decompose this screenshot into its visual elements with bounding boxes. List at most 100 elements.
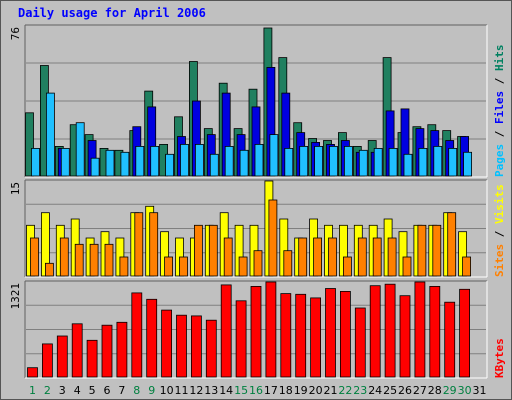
x-tick-day-30: 30 (458, 384, 472, 397)
bar-pages-day-15 (239, 149, 249, 177)
bar-sites-day-10 (164, 256, 174, 277)
bar-kbytes-day-24 (369, 285, 381, 378)
bar-pages-day-30 (463, 151, 473, 177)
bar-pages-day-28 (433, 145, 443, 177)
bar-sites-day-8 (134, 212, 144, 277)
bar-sites-day-13 (208, 224, 218, 277)
bar-kbytes-day-22 (339, 290, 351, 378)
bar-kbytes-day-28 (429, 285, 441, 378)
bar-pages-day-20 (314, 145, 324, 177)
bar-sites-day-5 (89, 243, 99, 277)
bar-sites-day-27 (417, 224, 427, 277)
x-tick-day-12: 12 (189, 384, 203, 397)
x-tick-day-4: 4 (74, 384, 81, 397)
bar-pages-day-1 (31, 147, 40, 177)
bar-pages-day-24 (373, 147, 383, 177)
bar-sites-day-2 (45, 262, 54, 277)
bar-pages-day-14 (224, 145, 234, 177)
chart-panels: 76 Pages / Files / Hits 15 Sites / Visits 13… (9, 24, 506, 379)
legend-label: Pages / Files / Hits (493, 45, 506, 178)
bar-kbytes-day-18 (280, 293, 292, 378)
y-max-label: 1321 (9, 283, 22, 310)
bar-sites-day-14 (223, 237, 233, 277)
bar-pages-day-19 (299, 145, 309, 177)
x-tick-day-21: 21 (324, 384, 338, 397)
bar-sites-day-3 (59, 237, 69, 277)
bar-sites-day-28 (432, 224, 442, 277)
x-tick-day-9: 9 (148, 384, 155, 397)
bar-kbytes-day-21 (325, 288, 336, 378)
x-axis-tick-labels: 1 2 3 4 5 6 7 8 9 10 11 12 13 14 15 16 17 18 19 20 21 22 23 24 2… (29, 384, 487, 397)
x-tick-day-20: 20 (309, 384, 323, 397)
bar-kbytes-day-19 (295, 293, 307, 378)
bar-pages-day-16 (254, 143, 264, 177)
bar-pages-day-5 (90, 157, 100, 177)
bar-sites-day-24 (372, 237, 382, 277)
bar-pages-day-4 (75, 122, 85, 177)
x-tick-day-18: 18 (279, 384, 293, 397)
bar-sites-day-4 (74, 243, 84, 277)
legend-hits: Hits (493, 45, 506, 72)
bar-sites-day-11 (179, 256, 188, 277)
bar-pages-day-29 (448, 147, 458, 177)
bar-kbytes-day-3 (56, 335, 68, 378)
x-tick-day-25: 25 (383, 384, 397, 397)
x-tick-day-2: 2 (44, 384, 51, 397)
bar-sites-day-26 (402, 256, 412, 277)
panel-hits-files-pages: 76 Pages / Files / Hits (9, 24, 506, 178)
bar-sites-day-12 (193, 224, 203, 277)
y-max-label: 76 (9, 27, 22, 40)
bar-kbytes-day-17 (265, 281, 277, 378)
bar-pages-day-22 (343, 145, 353, 177)
legend-files: Files (493, 91, 506, 124)
legend-label: Sites / Visits (493, 184, 506, 277)
legend-: / (493, 124, 506, 144)
x-tick-day-8: 8 (133, 384, 140, 397)
bar-pages-day-6 (105, 149, 115, 177)
bar-kbytes-day-30 (459, 288, 471, 378)
bar-pages-day-26 (403, 153, 413, 177)
bar-kbytes-day-10 (161, 309, 173, 378)
bar-sites-day-15 (238, 256, 248, 277)
legend-pages: Pages (493, 144, 506, 177)
bar-kbytes-day-5 (86, 339, 98, 378)
bar-sites-day-25 (387, 237, 397, 277)
bar-pages-day-17 (269, 134, 279, 177)
bar-kbytes-day-6 (101, 324, 113, 378)
bar-kbytes-day-27 (414, 281, 426, 378)
x-tick-day-27: 27 (413, 384, 427, 397)
legend-kbytes: KBytes (493, 338, 506, 378)
x-tick-day-10: 10 (160, 384, 174, 397)
bar-sites-day-16 (253, 250, 263, 277)
x-tick-day-29: 29 (443, 384, 457, 397)
bar-kbytes-day-4 (71, 323, 83, 378)
bar-sites-day-17 (268, 199, 278, 277)
bar-pages-day-12 (194, 143, 204, 177)
bar-pages-day-25 (388, 147, 398, 177)
bar-kbytes-day-11 (176, 314, 187, 378)
x-tick-day-6: 6 (104, 384, 111, 397)
bar-sites-day-22 (342, 256, 352, 277)
bar-pages-day-27 (418, 147, 428, 177)
legend-: / (493, 71, 506, 91)
x-tick-day-26: 26 (398, 384, 412, 397)
panel-kbytes: 1321 KBytes (9, 280, 506, 379)
bar-pages-day-3 (60, 147, 70, 177)
bar-sites-day-7 (119, 256, 129, 277)
legend-: / (493, 224, 506, 244)
x-tick-day-28: 28 (428, 384, 442, 397)
x-tick-day-16: 16 (249, 384, 263, 397)
bar-pages-day-11 (180, 143, 189, 177)
panel-visits-sites: 15 Sites / Visits (9, 179, 506, 278)
bar-sites-day-9 (149, 212, 159, 277)
legend-sites: Sites (493, 244, 506, 277)
x-tick-day-3: 3 (59, 384, 66, 397)
bar-sites-day-1 (30, 237, 39, 277)
x-tick-day-22: 22 (338, 384, 352, 397)
bar-kbytes-day-13 (205, 319, 217, 378)
x-tick-day-23: 23 (353, 384, 367, 397)
bar-sites-day-21 (328, 237, 337, 277)
bar-pages-day-18 (284, 147, 294, 177)
bar-kbytes-day-20 (310, 297, 322, 378)
